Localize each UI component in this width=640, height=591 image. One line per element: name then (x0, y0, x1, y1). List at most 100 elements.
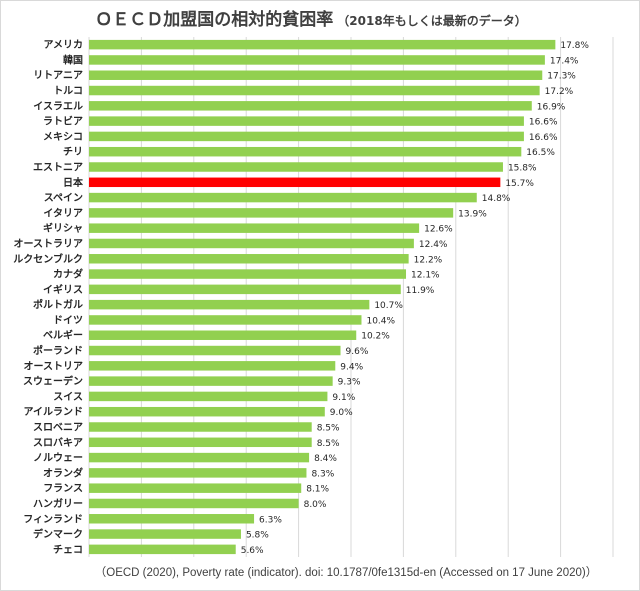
category-label: スペイン (44, 192, 83, 204)
value-label: 14.8% (482, 194, 511, 204)
category-label: ドイツ (53, 314, 83, 326)
value-label: 15.7% (505, 179, 534, 189)
value-label: 8.5% (317, 424, 340, 434)
bar (89, 70, 543, 80)
category-label: ノルウェー (33, 452, 83, 464)
value-label: 8.0% (304, 500, 327, 510)
bar-highlight (89, 177, 501, 188)
value-label: 8.1% (306, 485, 329, 495)
bar (89, 55, 545, 65)
category-label: アイルランド (24, 406, 84, 418)
bar (89, 406, 325, 417)
gridlines (88, 37, 614, 557)
category-label: イタリア (43, 207, 83, 219)
value-label: 12.6% (424, 225, 453, 235)
bar (89, 116, 524, 126)
value-label: 17.4% (550, 56, 579, 66)
category-label: 韓国 (63, 53, 83, 66)
value-label: 16.6% (529, 133, 558, 143)
value-label: 10.4% (366, 316, 395, 326)
value-label: 6.3% (259, 515, 282, 525)
category-label: トルコ (53, 85, 83, 97)
category-label: オーストリア (24, 360, 84, 372)
value-label: 17.2% (545, 87, 574, 97)
bar (89, 468, 307, 478)
category-label: ハンガリー (33, 497, 83, 510)
value-label: 17.8% (560, 41, 589, 51)
value-label: 9.0% (330, 408, 353, 418)
category-label: スロベニア (33, 422, 83, 434)
category-label: リトアニア (33, 70, 83, 82)
bar (89, 483, 302, 493)
value-label: 9.1% (332, 393, 355, 403)
value-label: 9.6% (346, 347, 369, 357)
bar (89, 529, 241, 539)
value-label: 12.4% (419, 240, 448, 250)
category-label: ギリシャ (43, 222, 83, 235)
bar (89, 422, 312, 432)
value-label: 9.3% (338, 378, 361, 388)
value-label: 9.4% (340, 362, 363, 372)
bar (89, 437, 312, 448)
category-label: スロバキア (33, 437, 83, 449)
category-label: スウェーデン (23, 375, 83, 388)
bar (89, 223, 420, 233)
bar (89, 85, 540, 96)
bar (89, 269, 407, 279)
bar (89, 146, 522, 157)
bar (89, 254, 409, 264)
chart-title-main: ＯＥＣＤ加盟国の相対的貧困率 (95, 9, 333, 30)
value-label: 8.4% (314, 454, 337, 464)
category-label: スイス (53, 391, 83, 403)
bar (89, 162, 503, 172)
bar (89, 452, 310, 463)
bar (89, 498, 299, 509)
bar (89, 361, 336, 371)
value-label: 10.7% (374, 301, 403, 311)
category-label: メキシコ (43, 131, 83, 143)
bar (89, 131, 524, 142)
category-label: フランス (43, 483, 83, 495)
category-label: ラトビア (43, 115, 83, 128)
value-label: 10.2% (361, 332, 390, 342)
chart-title: ＯＥＣＤ加盟国の相対的貧困率 （2018年もしくは最新のデータ） (95, 9, 526, 30)
category-label: オランダ (43, 466, 83, 479)
value-label: 8.3% (311, 469, 334, 479)
category-label: ポーランド (33, 344, 83, 357)
chart-subtitle: （2018年もしくは最新のデータ） (337, 13, 526, 28)
value-label: 16.5% (526, 148, 555, 158)
category-label: ルクセンブルク (13, 252, 83, 265)
value-labels: 17.8% 17.4% 17.3% 17.2% 16.9% 16.6% 16.6% 16.5%… (241, 41, 590, 556)
bar (89, 101, 532, 111)
bar (89, 330, 357, 340)
bar (89, 208, 454, 218)
bar (89, 345, 341, 356)
value-label: 16.9% (537, 102, 566, 112)
category-label: アメリカ (44, 39, 84, 51)
bar (89, 315, 362, 325)
bar (89, 39, 556, 50)
category-label: ポルトガル (33, 298, 83, 311)
bar (89, 391, 328, 402)
bar (89, 376, 333, 386)
category-label: カナダ (53, 268, 83, 281)
value-label: 17.3% (547, 72, 576, 82)
category-labels: アメリカ韓国リトアニアトルコイスラエルラトビアメキシコチリエストニア日本スペイン… (13, 39, 84, 556)
category-label: チェコ (53, 544, 83, 556)
category-label: イギリス (43, 283, 83, 296)
value-label: 5.8% (246, 531, 269, 541)
category-label: チリ (63, 146, 83, 158)
value-label: 11.9% (406, 286, 435, 296)
value-label: 5.6% (241, 546, 264, 556)
category-label: イスラエル (33, 100, 83, 112)
value-label: 15.8% (508, 164, 537, 174)
category-label: エストニア (33, 162, 83, 174)
value-label: 16.6% (529, 118, 558, 128)
bars (89, 39, 556, 555)
bar (89, 544, 236, 555)
bar (89, 299, 370, 310)
bar (89, 192, 477, 203)
value-label: 12.1% (411, 271, 440, 281)
value-label: 8.5% (317, 439, 340, 449)
